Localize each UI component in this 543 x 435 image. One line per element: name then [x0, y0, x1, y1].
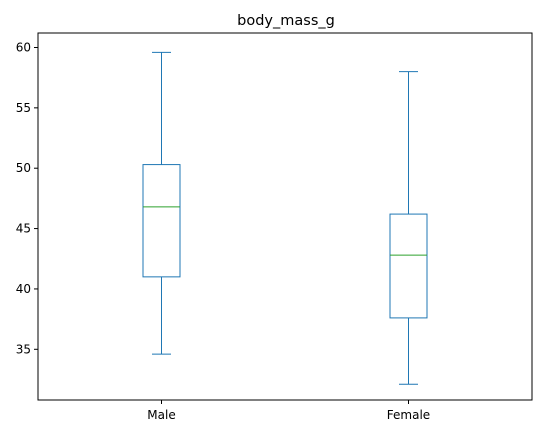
y-tick-label: 55: [16, 101, 31, 115]
box-female: [389, 213, 428, 319]
y-tick-label: 50: [16, 161, 31, 175]
plot-frame: [37, 32, 533, 401]
x-tick-label: Female: [387, 408, 430, 422]
y-tick-label: 40: [16, 282, 31, 296]
plot-area: 35 40 45 50 55 60 Male Female: [16, 32, 533, 422]
box-male: [142, 164, 181, 278]
y-tick-label: 60: [16, 40, 31, 54]
x-tick-label: Male: [147, 408, 175, 422]
y-tick-label: 45: [16, 222, 31, 236]
y-tick-label: 35: [16, 342, 31, 356]
chart-title: body_mass_g: [237, 13, 335, 29]
